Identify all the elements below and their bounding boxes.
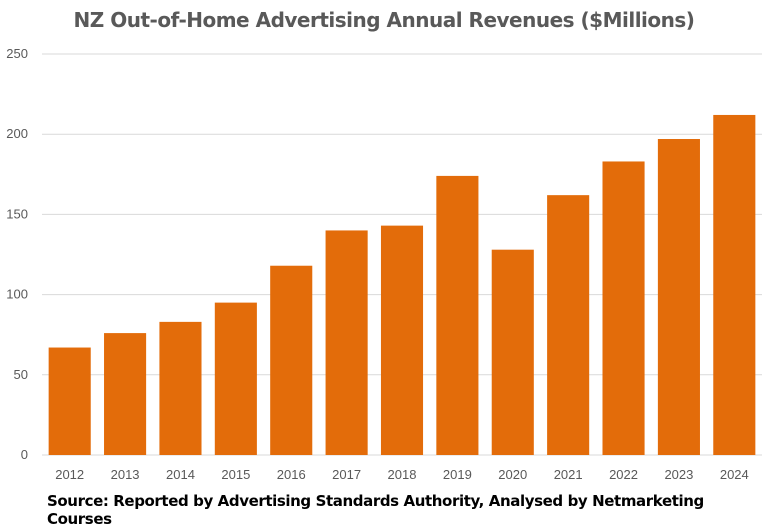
x-tick-label: 2014: [166, 467, 195, 482]
bar-2018: [380, 225, 424, 455]
y-tick-label: 50: [14, 367, 28, 382]
x-tick-label: 2024: [720, 467, 749, 482]
x-tick-label: 2019: [443, 467, 472, 482]
source-note: Source: Reported by Advertising Standard…: [47, 492, 704, 528]
bar-2013: [104, 333, 147, 455]
x-tick-label: 2023: [664, 467, 693, 482]
bar-2016: [270, 265, 313, 455]
x-tick-label: 2020: [498, 467, 527, 482]
y-tick-label: 250: [6, 46, 28, 61]
x-tick-label: 2016: [277, 467, 306, 482]
bar-2015: [214, 302, 257, 455]
y-tick-label: 0: [21, 447, 28, 462]
y-tick-label: 200: [6, 126, 28, 141]
x-tick-label: 2012: [55, 467, 84, 482]
bar-2022: [602, 161, 645, 455]
x-tick-label: 2018: [388, 467, 417, 482]
y-tick-label: 100: [6, 287, 28, 302]
x-tick-label: 2017: [332, 467, 361, 482]
bar-2021: [547, 195, 590, 456]
x-tick-label: 2022: [609, 467, 638, 482]
bar-2012: [48, 347, 91, 455]
x-tick-label: 2021: [554, 467, 583, 482]
y-tick-label: 150: [6, 206, 28, 221]
bar-2014: [159, 321, 202, 455]
bar-2020: [491, 249, 534, 455]
bar-2024: [713, 114, 756, 456]
bar-2019: [436, 175, 479, 456]
x-tick-label: 2013: [111, 467, 140, 482]
bar-2017: [325, 230, 368, 455]
bar-2023: [657, 139, 700, 455]
chart-title: NZ Out-of-Home Advertising Annual Revenu…: [73, 8, 695, 32]
x-tick-label: 2015: [221, 467, 250, 482]
